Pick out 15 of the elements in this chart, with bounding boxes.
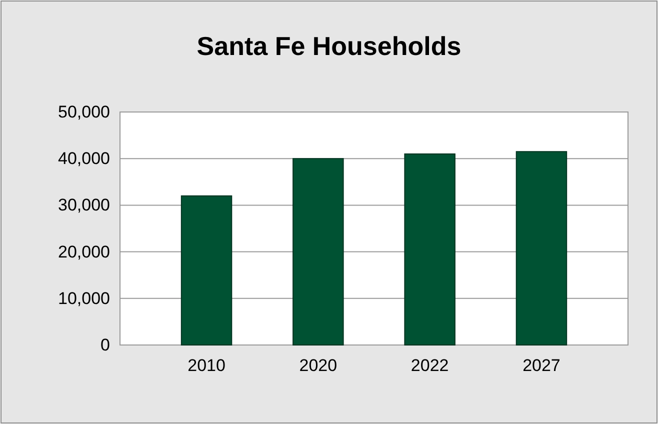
x-tick-label: 2020 [299, 356, 338, 376]
x-tick-label: 2027 [522, 356, 560, 376]
y-tick-label: 40,000 [58, 149, 110, 168]
y-tick-label: 20,000 [58, 242, 110, 262]
y-tick-label: 30,000 [58, 196, 110, 215]
chart-title: Santa Fe Households [196, 31, 462, 61]
bar [292, 158, 344, 346]
bar [404, 153, 456, 346]
bar [180, 195, 232, 346]
y-tick-label: 10,000 [58, 288, 110, 308]
y-tick-label: 50,000 [58, 102, 110, 122]
y-tick-label: 0 [100, 335, 110, 354]
x-tick-label: 2010 [188, 356, 226, 376]
x-tick-label: 2022 [410, 356, 449, 376]
bar [516, 151, 568, 346]
